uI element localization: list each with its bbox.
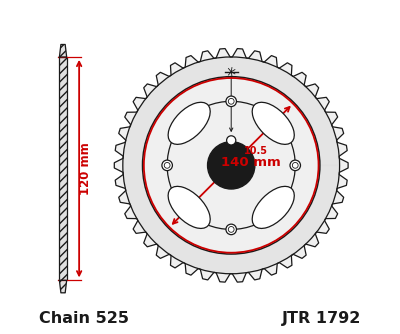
- Circle shape: [228, 99, 234, 104]
- Ellipse shape: [168, 186, 210, 228]
- Text: 120 mm: 120 mm: [78, 142, 92, 195]
- Polygon shape: [123, 57, 340, 274]
- Circle shape: [226, 96, 236, 107]
- Bar: [60, 57, 67, 280]
- Circle shape: [227, 136, 236, 145]
- Ellipse shape: [252, 102, 294, 144]
- Text: 140 mm: 140 mm: [221, 156, 281, 169]
- Bar: [60, 57, 67, 280]
- Text: Chain 525: Chain 525: [39, 311, 129, 326]
- Circle shape: [164, 162, 170, 168]
- Circle shape: [162, 160, 172, 171]
- Circle shape: [290, 160, 300, 171]
- Circle shape: [226, 224, 236, 235]
- Polygon shape: [114, 48, 348, 282]
- Text: 10.5: 10.5: [244, 146, 268, 156]
- Ellipse shape: [168, 102, 210, 144]
- Text: JTR 1792: JTR 1792: [282, 311, 361, 326]
- Circle shape: [208, 142, 255, 189]
- Ellipse shape: [252, 186, 294, 228]
- Circle shape: [292, 162, 298, 168]
- Polygon shape: [60, 44, 67, 57]
- Circle shape: [228, 226, 234, 232]
- Polygon shape: [60, 280, 67, 293]
